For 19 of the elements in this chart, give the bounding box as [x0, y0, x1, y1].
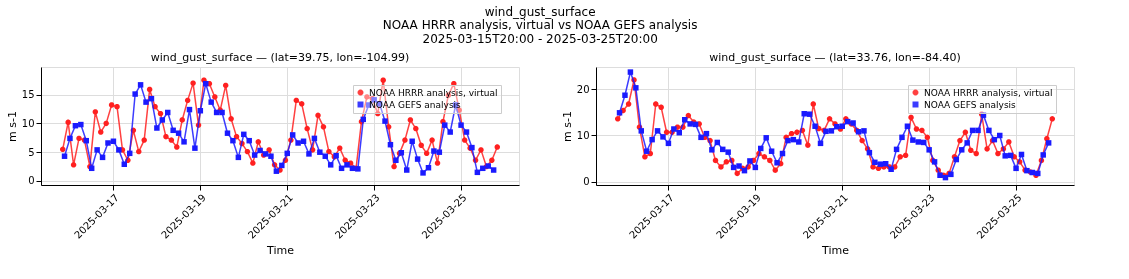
y-axis-title: m s-1 [560, 111, 574, 142]
chart-title: wind_gust_surface — (lat=33.76, lon=-84.40) [709, 51, 961, 64]
y-tick-label: 0 [28, 175, 35, 187]
y-axis-title: m s-1 [5, 111, 19, 142]
x-axis-title: Time [821, 243, 850, 257]
y-tick-label: 15 [21, 89, 35, 101]
text: wind_gust_surface [484, 4, 596, 19]
chart-title: wind_gust_surface — (lat=39.75, lon=-104.99) [150, 51, 410, 64]
y-tick-label: 10 [576, 129, 590, 141]
legend-label: NOAA HRRR analysis, virtual [924, 87, 1053, 98]
text: 2025-03-15T20:00 - 2025-03-25T20:00 [422, 31, 658, 46]
x-axis-title: Time [266, 243, 295, 257]
y-tick-label: 10 [21, 117, 35, 129]
y-tick-label: 0 [583, 176, 590, 188]
y-tick-label: 5 [28, 146, 35, 158]
legend-label: NOAA GEFS analysis [924, 99, 1017, 110]
y-tick-label: 20 [576, 83, 590, 95]
legend-label: NOAA HRRR analysis, virtual [369, 87, 498, 98]
legend-label: NOAA GEFS analysis [369, 99, 462, 110]
